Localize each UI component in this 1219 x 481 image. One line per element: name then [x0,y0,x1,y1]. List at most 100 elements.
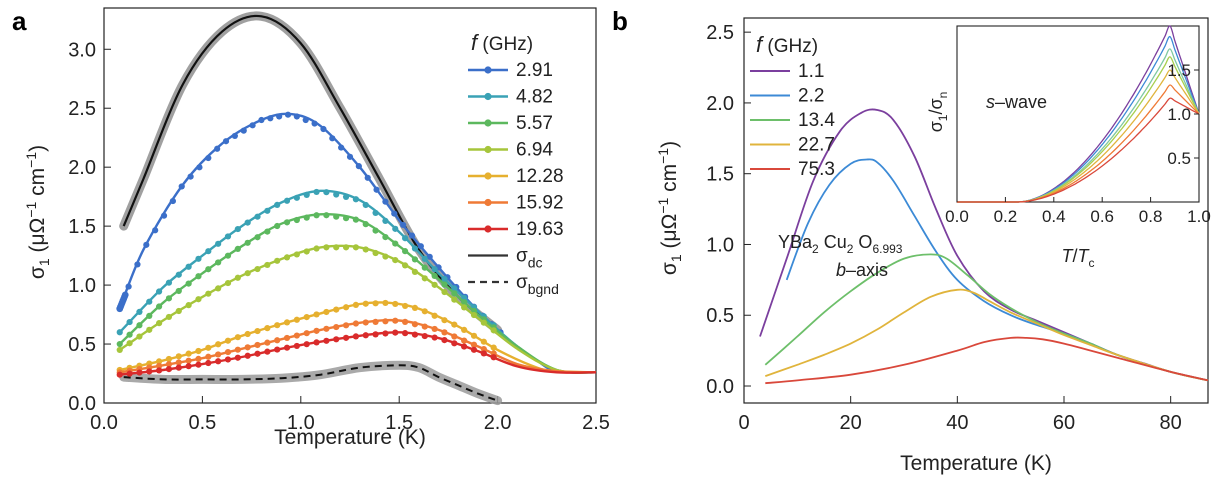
panel-a-y-tick-label: 2.5 [68,98,96,120]
panel-a-data-point [175,359,182,366]
panel-a: 0.0 0.5 1.0 1.5 2.0 2.50.00.51.01.52.02.53.0 … [23,7,610,449]
panel-a-data-point [244,330,251,338]
panel-a-legend-label-sigma-bgnd: σbgnd [516,272,559,297]
panel-a-data-point [441,317,448,324]
panel-a-data-point [411,268,419,275]
panel-b-legend-title: f (GHz) [756,32,818,57]
panel-label-b: b [612,6,628,36]
panel-a-data-point [215,341,222,348]
panel-a-data-point [480,345,487,353]
inset-x-tick-label: 0.0 [945,207,969,226]
panel-a-data-point [244,239,251,246]
panel-a-data-point [392,329,399,336]
panel-a-data-point [382,198,389,205]
panel-a-data-point [355,163,362,170]
panel-a-data-point [264,261,271,269]
panel-a-data-point [352,244,360,251]
panel-a-data-point [254,327,261,335]
panel-a-data-point [244,344,251,351]
panel-a-data-point [293,316,300,323]
panel-a-data-point [156,288,163,295]
panel-a-data-point [205,248,212,255]
inset-chart: 0.0 0.2 0.4 0.6 0.8 1.00.51.01.5 s–wave T/Tc … [926,25,1211,270]
panel-a-data-point [431,325,438,333]
inset-x-tick-label: 1.0 [1187,207,1211,226]
panel-a-legend-label: 6.94 [516,140,553,161]
panel-a-data-point [441,275,448,283]
panel-a-data-point [195,273,202,280]
panel-a-data-point [480,338,487,345]
panel-a-data-point [175,353,182,360]
panel-a-data-point [244,219,251,226]
panel-a-data-point [234,354,241,361]
panel-a-data-point [421,264,428,271]
panel-a-legend-label: 12.28 [516,166,564,187]
panel-a-data-point [313,245,320,252]
panel-a-legend-label: 2.91 [516,60,553,81]
panel-a-data-point [362,221,369,228]
panel-a-data-point [274,337,281,344]
panel-a-data-point [274,346,281,353]
panel-a-legend-marker [484,92,492,101]
panel-a-data-point [234,225,241,233]
panel-a-data-point [451,333,458,340]
panel-a-data-point [185,363,192,370]
panel-a-data-point [382,299,389,307]
panel-a-data-point [372,249,379,257]
panel-a-data-point [185,357,192,364]
panel-a-data-point [372,331,379,338]
panel-a-data-point [303,191,310,198]
panel-a-data-point [222,138,230,145]
panel-a-data-point [451,285,458,292]
panel-a-data-point [293,332,300,339]
panel-a-data-point [249,122,256,129]
panel-a-data-point [146,368,153,375]
panel-a-data-point [244,352,251,359]
panel-a-data-point [205,154,212,162]
panel-a-data-point [224,348,232,356]
panel-a-data-point [264,228,271,235]
panel-b-y-tick-label: 1.0 [706,234,734,256]
panel-b-frame [743,17,1209,404]
panel-a-legend-label: 5.57 [516,113,553,134]
panel-a-data-point [382,253,389,260]
panel-a-legend-marker [484,225,492,233]
panel-a-data-point [175,307,182,315]
panel-b-x-tick-label: 60 [1053,412,1075,434]
panel-a-data-point [215,240,222,247]
panel-a-data-point [303,330,310,337]
panel-a-data-point [121,291,129,299]
panel-a-data-point [195,361,202,368]
panel-a-data-point [372,227,379,234]
panel-b-x-axis-label: Temperature (K) [900,452,1052,475]
panel-a-data-point [421,275,428,282]
panel-a-data-point [185,350,192,357]
panel-a-data-point [431,312,438,319]
panel-a-data-point [342,304,350,311]
panel-a-data-point [461,337,468,344]
panel-a-data-point [136,308,143,315]
panel-a-data-point [480,319,487,326]
panel-a-data-point [264,339,271,346]
panel-a-data-point [400,221,407,229]
panel-a-data-point [215,285,222,292]
panel-a-data-point [205,344,212,351]
panel-a-data-point [402,235,409,242]
panel-a-data-point [352,301,360,308]
panel-a-data-point [126,331,133,338]
panel-a-data-point [451,296,458,303]
sigma-bgnd-line [123,364,498,402]
panel-a-data-point [254,265,261,273]
panel-a-data-point [274,222,281,230]
panel-a-y-axis-label: σ1 (μΩ−1 cm−1) [23,145,52,279]
panel-b-y-tick-label: 2.0 [706,93,734,115]
panel-a-data-point [382,217,389,224]
panel-b: 0 20 40 60 80 0.0 0.5 1.0 1.5 2.0 2.5 f (GHz) 1.1 2.… [655,17,1211,475]
panel-a-data-point [234,245,241,252]
panel-a-data-point [175,287,182,295]
panel-a-data-point [411,245,419,252]
panel-a-data-point [342,334,350,341]
panel-a-y-tick-label: 0.0 [68,393,96,415]
panel-b-series-line-22.7 [765,288,1209,382]
